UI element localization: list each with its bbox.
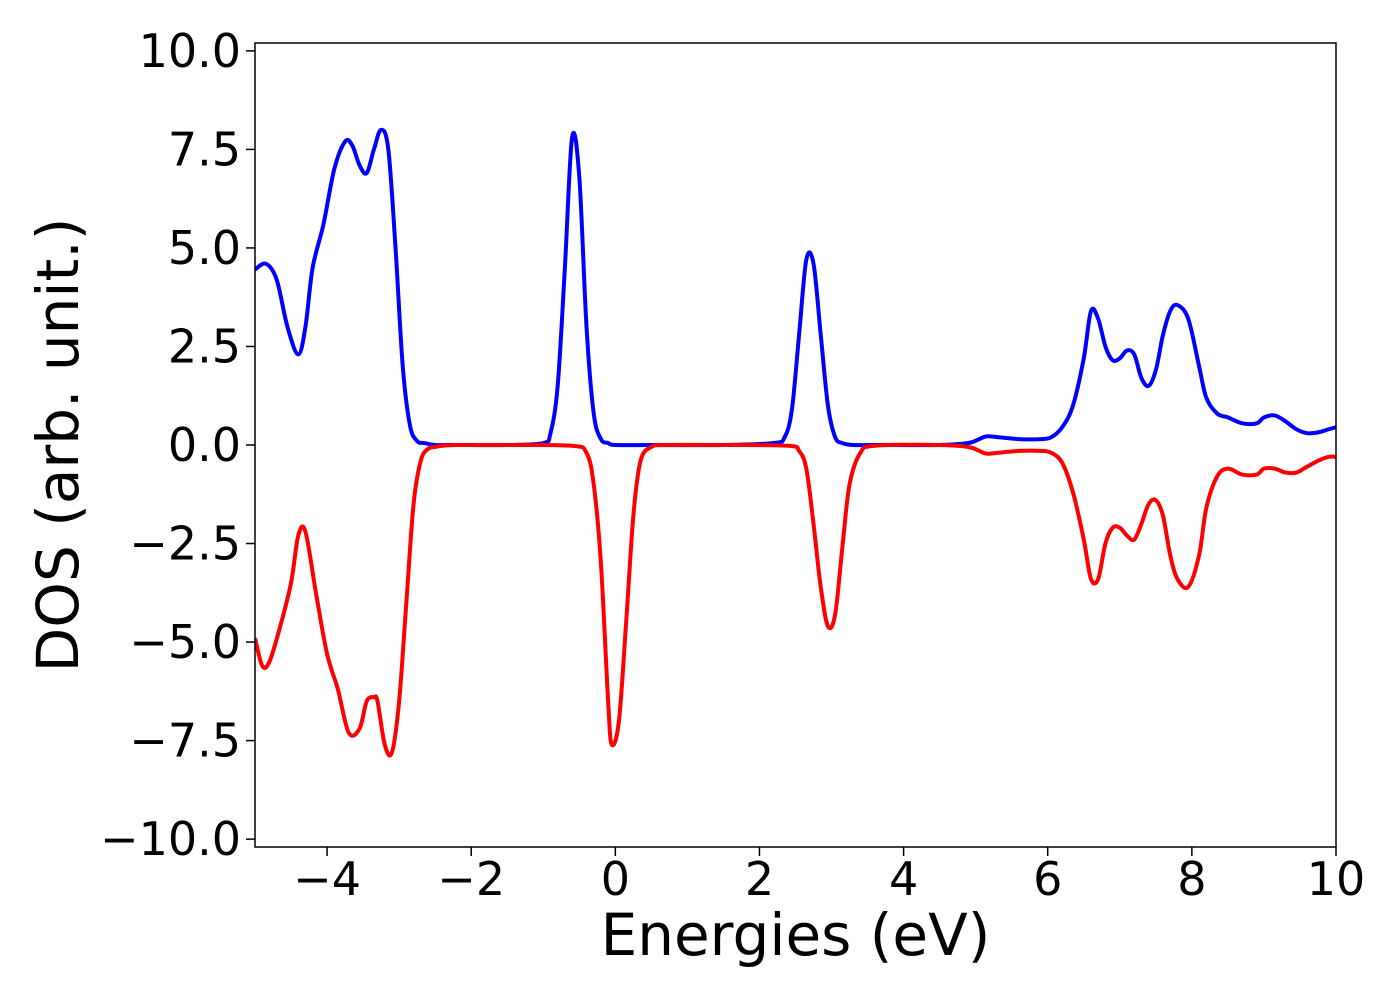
- y-tick-label: 10.0: [139, 24, 241, 78]
- y-tick-label: 0.0: [168, 418, 241, 472]
- y-tick-label: 2.5: [168, 319, 241, 373]
- y-tick-label: 5.0: [168, 221, 241, 275]
- y-tick-label: −5.0: [129, 615, 241, 669]
- x-tick-label: 2: [745, 852, 774, 906]
- x-tick-label: −4: [293, 852, 361, 906]
- x-tick-label: 0: [601, 852, 630, 906]
- x-tick-label: 8: [1177, 852, 1206, 906]
- x-tick-label: 4: [889, 852, 918, 906]
- x-tick-label: 6: [1033, 852, 1062, 906]
- x-tick-label: −2: [437, 852, 505, 906]
- y-axis-label: DOS (arb. unit.): [24, 218, 92, 673]
- y-axis-ticks: 10.0 7.5 5.0 2.5 0.0 −2.5 −5.0 −7.5 −10.0: [100, 24, 255, 866]
- y-tick-label: 7.5: [168, 122, 241, 176]
- x-tick-label: 10: [1307, 852, 1366, 906]
- series-layer: [255, 127, 1336, 758]
- y-tick-label: −10.0: [100, 812, 241, 866]
- y-tick-label: −7.5: [129, 714, 241, 768]
- series-line-1: [255, 127, 1336, 448]
- y-tick-label: −2.5: [129, 517, 241, 571]
- x-axis-label: Energies (eV): [601, 901, 991, 969]
- x-axis-ticks: −4 −2 0 2 4 6 8 10: [293, 847, 1365, 906]
- series-line-2: [255, 442, 1336, 758]
